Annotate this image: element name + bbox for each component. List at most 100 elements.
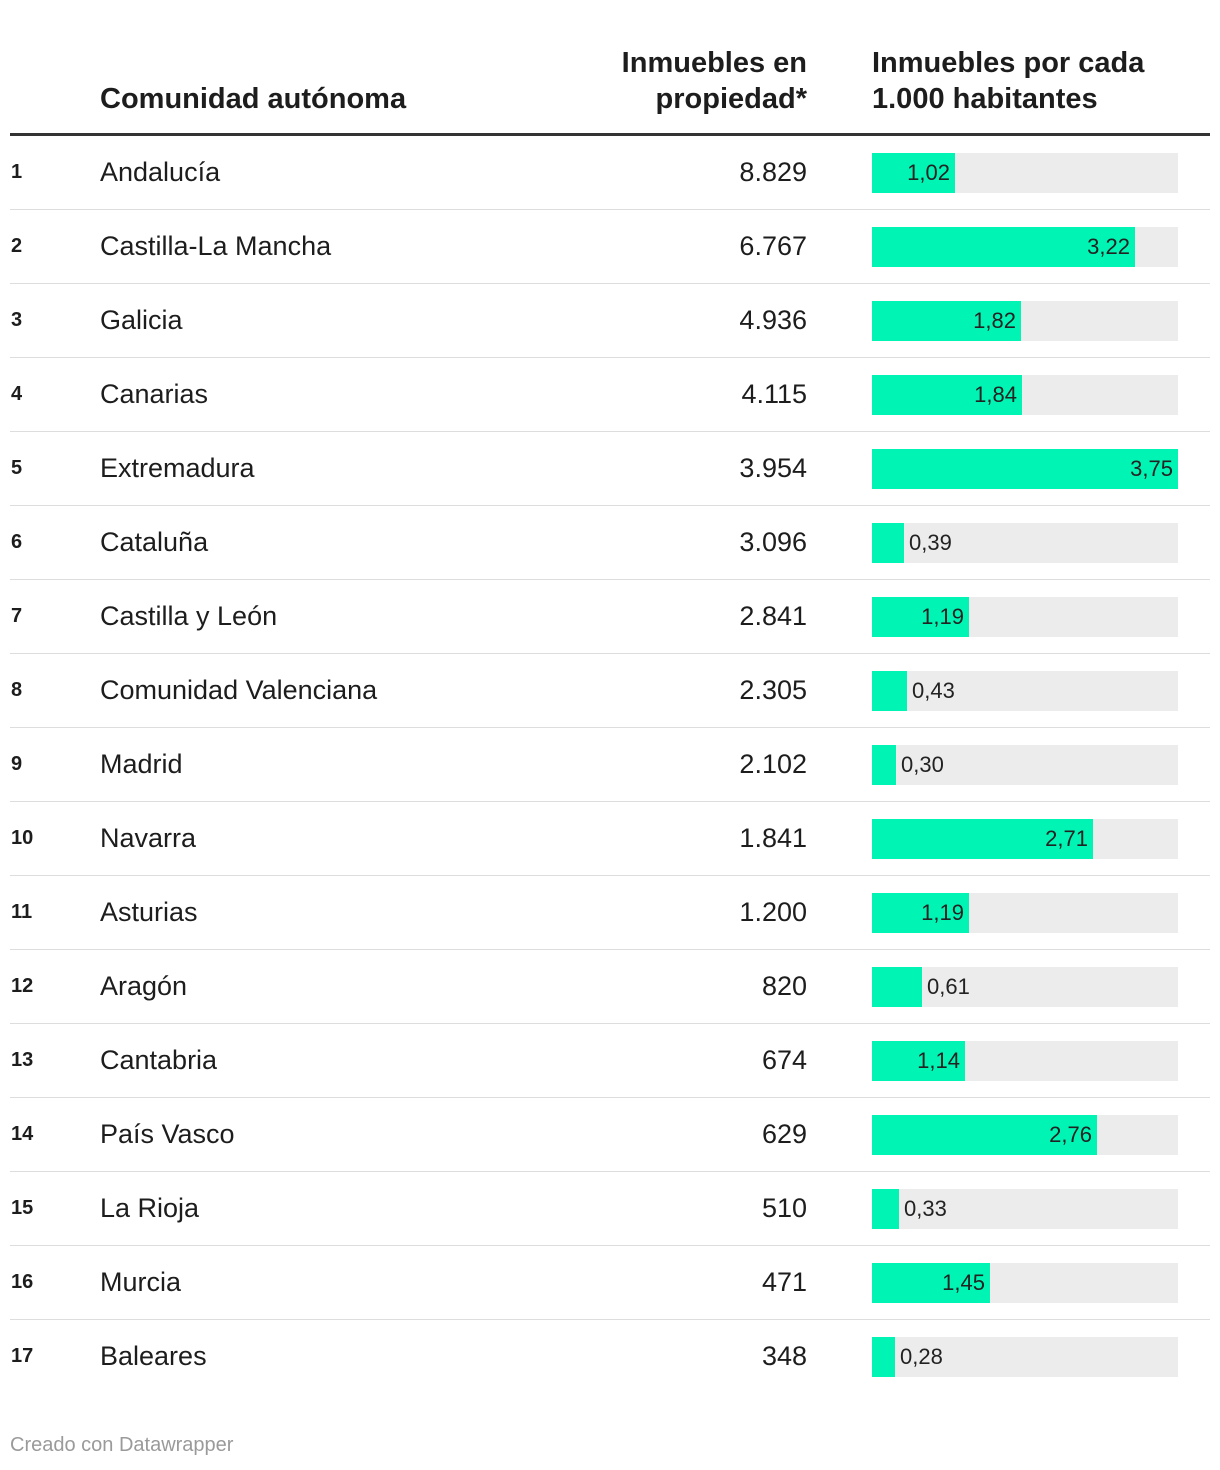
rank-cell: 10 xyxy=(11,827,34,849)
region-cell: Cataluña xyxy=(100,527,209,557)
count-cell: 1.841 xyxy=(739,823,807,853)
table-row: 12 Aragón 820 0,61 xyxy=(10,950,1210,1024)
rank-cell: 2 xyxy=(11,235,23,257)
table-row: 3 Galicia 4.936 1,82 xyxy=(10,284,1210,358)
bar-value-label: 1,14 xyxy=(917,1048,960,1073)
bar xyxy=(872,671,907,711)
region-cell: Madrid xyxy=(100,749,183,779)
bar xyxy=(872,375,1022,415)
bar-track: 1,19 xyxy=(872,597,1178,637)
column-header-count-line1: Inmuebles en xyxy=(621,47,807,79)
region-cell: Extremadura xyxy=(100,453,255,483)
bar-track: 1,02 xyxy=(872,153,1178,193)
column-header-count[interactable]: Inmuebles en propiedad* xyxy=(547,45,807,117)
bar xyxy=(872,153,955,193)
bar-track: 1,19 xyxy=(872,893,1178,933)
region-cell: Navarra xyxy=(100,823,197,853)
bar-value-label: 1,82 xyxy=(973,308,1016,333)
region-cell: Murcia xyxy=(100,1267,182,1297)
table-row: 15 La Rioja 510 0,33 xyxy=(10,1172,1210,1246)
count-cell: 1.200 xyxy=(739,897,807,927)
bar-track: 0,43 xyxy=(872,671,1178,711)
bar-value-label: 1,84 xyxy=(974,382,1017,407)
bar xyxy=(872,819,1093,859)
region-cell: Galicia xyxy=(100,305,183,335)
rank-cell: 14 xyxy=(11,1123,34,1145)
table-row: 11 Asturias 1.200 1,19 xyxy=(10,876,1210,950)
bar xyxy=(872,597,969,637)
bar xyxy=(872,301,1021,341)
region-cell: Andalucía xyxy=(100,157,221,187)
region-cell: Cantabria xyxy=(100,1045,218,1075)
bar-value-label: 0,39 xyxy=(909,530,952,555)
count-cell: 3.096 xyxy=(739,527,807,557)
rank-cell: 6 xyxy=(11,531,23,553)
bar-track: 3,22 xyxy=(872,227,1178,267)
bar-track: 2,71 xyxy=(872,819,1178,859)
rank-cell: 8 xyxy=(11,679,23,701)
region-cell: Asturias xyxy=(100,897,198,927)
table-body: 1 Andalucía 8.829 1,02 2 Castilla-La Mancha 6.… xyxy=(10,136,1210,1394)
count-cell: 6.767 xyxy=(739,231,807,261)
column-header-rate-line2: 1.000 habitantes xyxy=(872,83,1098,115)
region-cell: Canarias xyxy=(100,379,209,409)
bar-track: 0,61 xyxy=(872,967,1178,1007)
bar-value-label: 1,45 xyxy=(942,1270,985,1295)
count-cell: 4.115 xyxy=(741,379,807,409)
column-header-count-line2: propiedad* xyxy=(655,83,807,115)
table-row: 17 Baleares 348 0,28 xyxy=(10,1320,1210,1394)
footer-credit[interactable]: Creado con Datawrapper xyxy=(10,1434,234,1456)
table-row: 14 País Vasco 629 2,76 xyxy=(10,1098,1210,1172)
rank-cell: 12 xyxy=(11,975,34,997)
count-cell: 348 xyxy=(761,1341,807,1371)
table-row: 16 Murcia 471 1,45 xyxy=(10,1246,1210,1320)
bar xyxy=(872,1189,899,1229)
rank-cell: 9 xyxy=(11,753,23,775)
bar xyxy=(872,1041,965,1081)
bar-track: 0,30 xyxy=(872,745,1178,785)
bar-value-label: 1,02 xyxy=(907,160,950,185)
data-table: Comunidad autónoma Inmuebles en propieda… xyxy=(10,0,1210,1394)
table-row: 13 Cantabria 674 1,14 xyxy=(10,1024,1210,1098)
count-cell: 820 xyxy=(761,971,807,1001)
rank-cell: 13 xyxy=(11,1049,34,1071)
column-header-region[interactable]: Comunidad autónoma xyxy=(100,83,407,115)
region-cell: País Vasco xyxy=(100,1119,235,1149)
region-cell: Castilla y León xyxy=(100,601,278,631)
bar-value-label: 0,28 xyxy=(900,1344,943,1369)
bar xyxy=(872,227,1135,267)
count-cell: 510 xyxy=(761,1193,807,1223)
table-row: 7 Castilla y León 2.841 1,19 xyxy=(10,580,1210,654)
bar-track: 0,33 xyxy=(872,1189,1178,1229)
bar-track: 3,75 xyxy=(872,449,1178,489)
region-cell: La Rioja xyxy=(100,1193,200,1223)
bar xyxy=(872,449,1178,489)
count-cell: 2.102 xyxy=(739,749,807,779)
bar-value-label: 0,43 xyxy=(912,678,955,703)
bar xyxy=(872,967,922,1007)
bar-track: 1,84 xyxy=(872,375,1178,415)
table-row: 9 Madrid 2.102 0,30 xyxy=(10,728,1210,802)
bar-track: 1,45 xyxy=(872,1263,1178,1303)
bar-track: 1,82 xyxy=(872,301,1178,341)
bar-value-label: 3,22 xyxy=(1087,234,1130,259)
column-header-rate-line1: Inmuebles por cada xyxy=(872,47,1145,79)
column-header-rate[interactable]: Inmuebles por cada 1.000 habitantes xyxy=(872,45,1192,117)
bar-track: 1,14 xyxy=(872,1041,1178,1081)
count-cell: 2.841 xyxy=(739,601,807,631)
table-row: 8 Comunidad Valenciana 2.305 0,43 xyxy=(10,654,1210,728)
rank-cell: 5 xyxy=(11,457,23,479)
bar-value-label: 1,19 xyxy=(921,900,964,925)
bar-value-label: 2,71 xyxy=(1045,826,1088,851)
table-row: 2 Castilla-La Mancha 6.767 3,22 xyxy=(10,210,1210,284)
bar-value-label: 3,75 xyxy=(1130,456,1173,481)
table-row: 4 Canarias 4.115 1,84 xyxy=(10,358,1210,432)
rank-cell: 11 xyxy=(11,901,33,923)
bar-value-label: 0,61 xyxy=(927,974,970,999)
rank-cell: 1 xyxy=(11,161,23,183)
rank-cell: 15 xyxy=(11,1197,34,1219)
region-cell: Castilla-La Mancha xyxy=(100,231,332,261)
bar-track: 0,39 xyxy=(872,523,1178,563)
rank-cell: 16 xyxy=(11,1271,34,1293)
bar xyxy=(872,1115,1097,1155)
